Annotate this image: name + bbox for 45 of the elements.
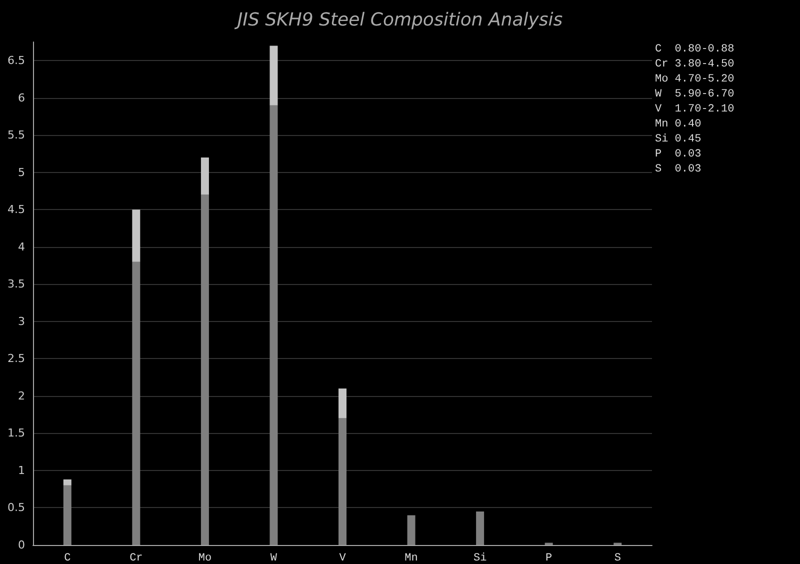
y-tick-label: 6	[18, 91, 25, 104]
x-tick-label: V	[339, 552, 346, 564]
text: W 5.90-6.70	[655, 88, 734, 100]
y-tick-label: 1.5	[8, 426, 25, 440]
bar	[63, 479, 72, 486]
chart-title: JIS SKH9 Steel Composition Analysis	[234, 10, 563, 30]
text: P 0.03	[655, 148, 702, 160]
y-tick-label: 4	[18, 240, 25, 254]
y-tick-label: 4.5	[8, 203, 25, 216]
y-tick-label: 1	[18, 464, 25, 477]
x-tick-label: Cr	[130, 552, 143, 564]
bar	[132, 262, 140, 545]
y-tick-label: 2	[18, 389, 25, 402]
y-tick-label: 5	[18, 166, 25, 179]
bar	[270, 46, 278, 106]
bar	[476, 511, 484, 545]
x-tick-label: Mo	[198, 552, 212, 564]
text: C 0.80-0.88	[655, 44, 734, 56]
y-tick-label: 0	[18, 538, 25, 552]
bar	[200, 194, 209, 545]
x-tick-label: S	[614, 552, 622, 564]
text: V 1.70-2.10	[655, 104, 734, 116]
y-tick-label: 5.5	[8, 128, 25, 142]
text: Mn 0.40	[655, 118, 702, 130]
x-tick-label: W	[270, 552, 278, 564]
bar	[63, 485, 72, 545]
text: S 0.03	[655, 164, 702, 176]
bar	[132, 210, 140, 262]
x-tick-label: Si	[473, 552, 488, 564]
y-tick-label: 3.5	[8, 278, 25, 291]
bar	[338, 418, 346, 545]
text: Cr 3.80-4.50	[655, 58, 734, 70]
x-tick-label: Mn	[404, 552, 418, 564]
y-tick-label: 2.5	[8, 352, 25, 366]
bar	[270, 105, 278, 545]
y-tick-label: 0.5	[8, 501, 25, 514]
text: Mo 4.70-5.20	[655, 74, 734, 86]
y-tick-label: 3	[18, 314, 25, 328]
x-tick-label: C	[64, 552, 72, 564]
bar	[407, 515, 416, 545]
x-tick-label: P	[546, 552, 553, 564]
bar	[200, 158, 209, 195]
bar	[338, 388, 346, 418]
text: Si 0.45	[655, 134, 702, 146]
y-tick-label: 6.5	[8, 54, 25, 68]
